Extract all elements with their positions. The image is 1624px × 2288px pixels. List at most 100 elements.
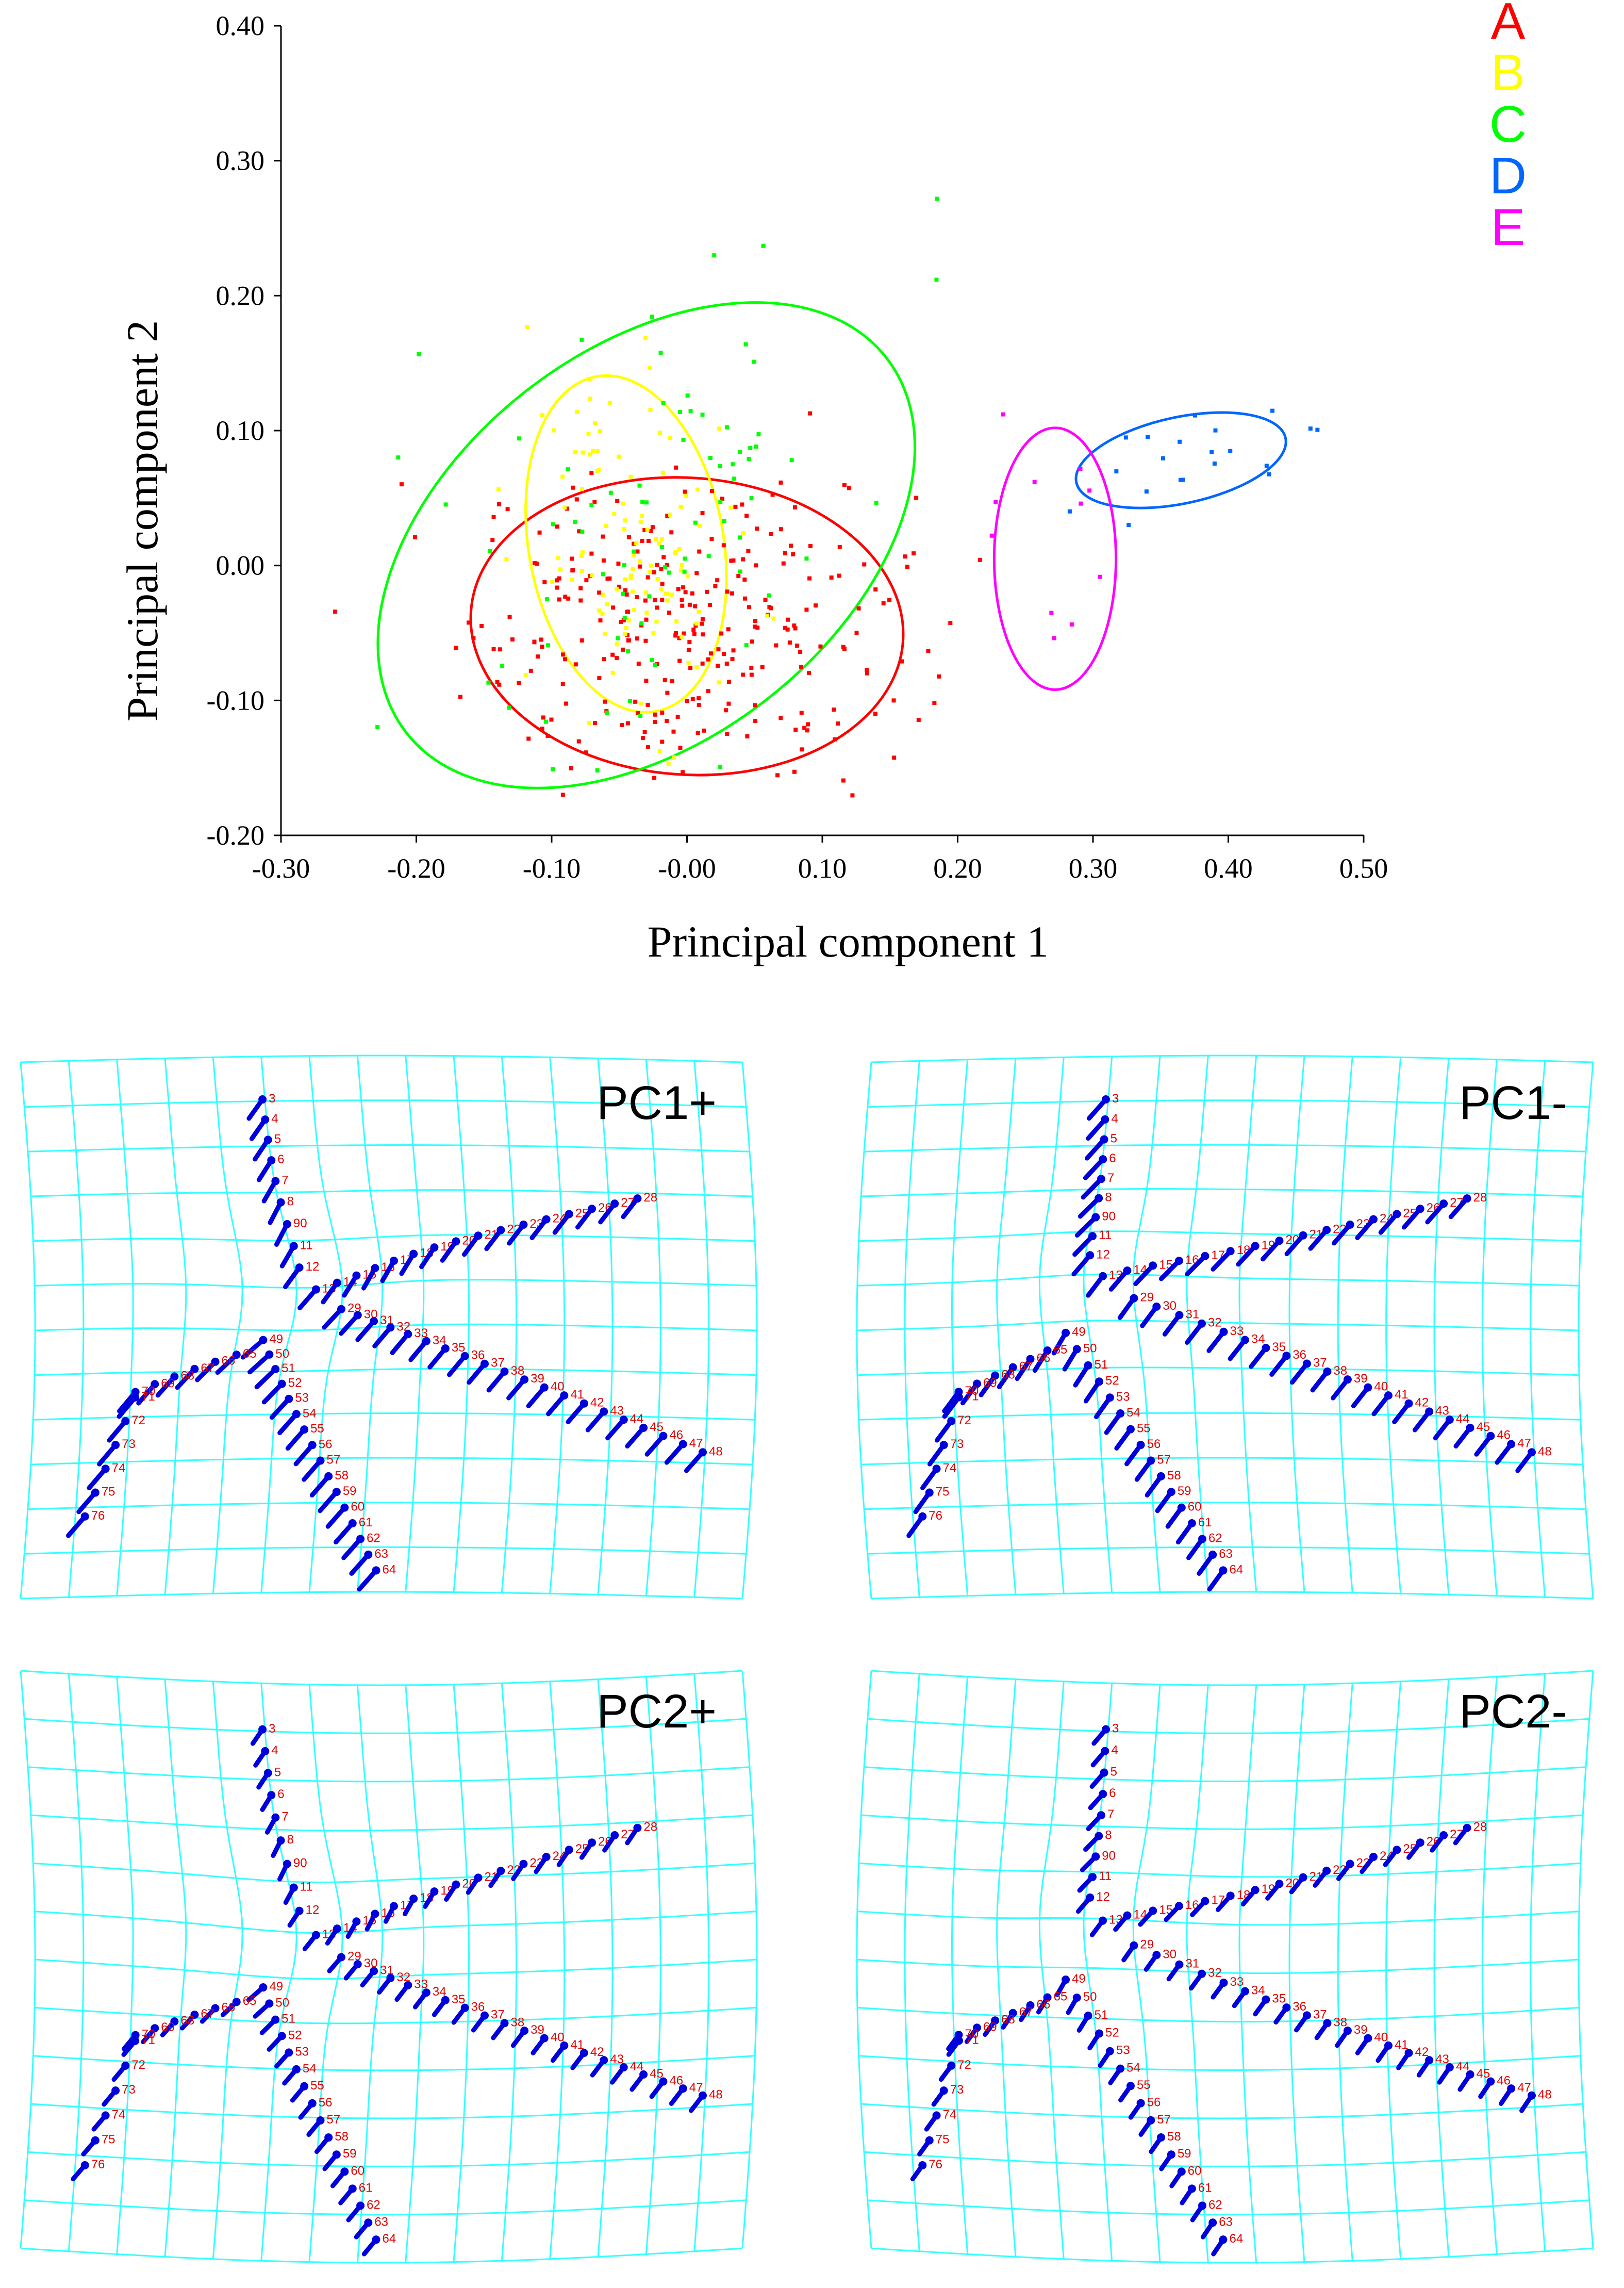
data-point-c [688, 409, 693, 414]
landmark-label: 51 [281, 2012, 295, 2026]
data-point-b [686, 661, 691, 665]
deformation-grid-pc2-plus: 3456789011121314151617181920212223242526… [20, 1670, 758, 2264]
landmark-point [348, 2184, 357, 2193]
landmark-point [261, 1115, 270, 1124]
data-point-c [517, 436, 521, 441]
data-point-a [837, 573, 841, 578]
landmark-label: 45 [1477, 1420, 1490, 1434]
landmark-point [579, 1399, 588, 1408]
data-point-a [799, 665, 804, 669]
data-point-a [700, 661, 705, 666]
data-point-a [578, 586, 583, 590]
landmark-point [1425, 2056, 1434, 2065]
data-point-b [698, 524, 702, 529]
landmark-point [101, 1464, 110, 1473]
landmark-point [496, 1867, 505, 1875]
x-tick-label: 0.50 [1339, 853, 1388, 884]
landmark-label: 51 [1095, 1358, 1108, 1372]
data-point-a [491, 647, 496, 652]
data-point-a [653, 712, 658, 717]
data-point-a [535, 562, 539, 566]
data-point-d [1146, 435, 1150, 439]
data-point-a [829, 575, 834, 580]
data-point-a [977, 557, 982, 562]
data-point-c [667, 570, 671, 575]
data-point-a [687, 640, 692, 645]
grid-line-horizontal [864, 1502, 1586, 1510]
landmark-label: 28 [643, 1820, 657, 1834]
data-point-c [789, 458, 794, 463]
data-point-a [597, 676, 602, 681]
landmark-label: 6 [277, 1153, 284, 1166]
landmark-point [1527, 1448, 1536, 1457]
data-point-d [1193, 413, 1198, 418]
grid-line-horizontal [24, 2199, 747, 2216]
landmark-label: 4 [1111, 1743, 1118, 1757]
x-tick-label: 0.10 [798, 853, 847, 884]
data-point-b [593, 421, 598, 425]
landmark-label: 65 [243, 1994, 257, 2008]
landmark-point [276, 1836, 285, 1845]
landmark-label: 47 [689, 1436, 703, 1450]
landmark-point [1463, 1823, 1471, 1832]
data-point-a [854, 631, 859, 635]
landmark-vector [269, 1396, 291, 1420]
landmark-point [991, 2016, 1000, 2025]
landmark-point [619, 1415, 628, 1424]
landmark-label: 69 [983, 1376, 997, 1390]
data-point-a [675, 715, 680, 719]
landmark-point [1343, 1375, 1352, 1384]
landmark-vector [195, 1359, 218, 1382]
data-point-c [625, 649, 630, 653]
landmark-label: 44 [1456, 1412, 1470, 1426]
data-point-c [744, 643, 749, 648]
landmark-label: 60 [351, 1500, 364, 1514]
landmark-point [337, 1953, 345, 1962]
landmark-point [430, 1887, 439, 1896]
landmark-point [332, 1488, 341, 1496]
landmark-point [1466, 2070, 1474, 2079]
data-point-a [670, 679, 674, 684]
data-point-a [881, 601, 886, 606]
data-point-a [632, 541, 636, 546]
data-point-a [731, 558, 736, 563]
data-point-a [792, 769, 797, 774]
data-point-b [672, 755, 676, 760]
landmark-label: 47 [1517, 1436, 1531, 1450]
data-point-a [645, 745, 650, 749]
data-point-a [571, 485, 575, 490]
data-point-a [565, 506, 570, 511]
data-point-a [660, 710, 665, 715]
landmark-point [565, 1846, 573, 1854]
landmark-point [1439, 1831, 1448, 1840]
landmark-label: 48 [709, 1444, 723, 1458]
data-point-a [791, 552, 796, 556]
data-point-a [807, 576, 812, 581]
landmark-point [1384, 2041, 1393, 2050]
data-point-b [623, 632, 627, 636]
landmark-vector [175, 1367, 197, 1390]
landmark-label: 41 [1395, 1388, 1408, 1402]
landmark-point [1136, 1441, 1145, 1450]
data-point-a [753, 719, 758, 723]
data-point-a [674, 631, 678, 635]
data-point-a [700, 511, 705, 516]
data-point-d [1178, 439, 1182, 444]
data-point-b [697, 610, 701, 615]
data-point-c [756, 432, 761, 437]
data-point-a [635, 549, 640, 554]
landmark-point [1425, 1407, 1434, 1416]
data-point-a [665, 690, 670, 695]
landmark-point [1299, 1231, 1307, 1240]
data-point-a [693, 604, 698, 608]
landmark-label: 39 [1354, 1372, 1368, 1386]
landmark-point [932, 1464, 941, 1473]
data-point-a [804, 607, 809, 612]
landmark-point [1208, 1550, 1217, 1559]
landmark-label: 48 [1538, 2088, 1552, 2102]
grid-line-horizontal [856, 1958, 1579, 1974]
landmark-point [332, 2150, 341, 2159]
landmark-label: 67 [1019, 2005, 1033, 2019]
data-point-a [584, 578, 589, 583]
landmark-label: 38 [511, 2015, 525, 2029]
